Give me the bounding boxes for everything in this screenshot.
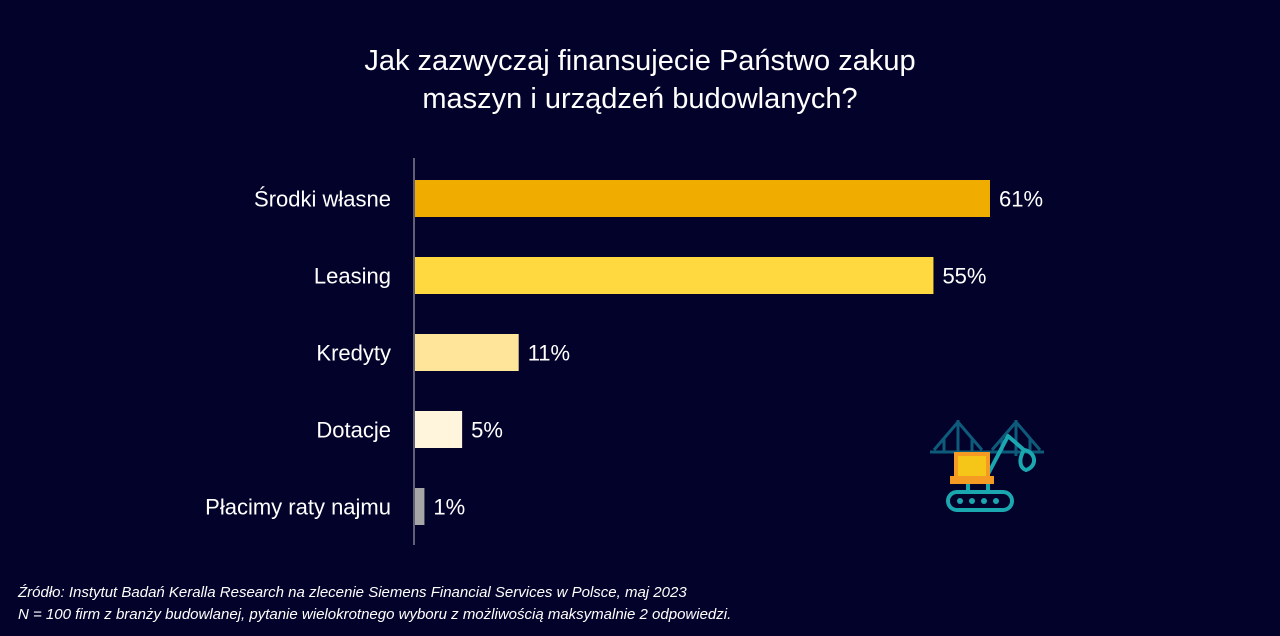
category-label-1: Leasing [314,264,391,289]
value-label-4: 1% [433,495,465,520]
value-label-0: 61% [999,187,1043,212]
bar-4 [415,488,425,525]
value-label-3: 5% [471,418,503,443]
bar-1 [415,257,934,294]
value-label-1: 55% [942,264,986,289]
category-label-0: Środki własne [254,187,391,212]
bar-2 [415,334,519,371]
value-label-2: 11% [528,341,570,366]
chart-footer: Źródło: Instytut Badań Keralla Research … [18,582,731,626]
bar-0 [415,180,990,217]
category-label-2: Kredyty [316,341,391,366]
category-label-4: Płacimy raty najmu [205,495,391,520]
source-note: Źródło: Instytut Badań Keralla Research … [18,584,687,601]
sample-note: N = 100 firm z branży budowlanej, pytani… [18,606,732,623]
bar-3 [415,411,463,448]
chart-title: Jak zazwyczaj finansujecie Państwo zakup… [0,42,1280,118]
chart-title-line-1: Jak zazwyczaj finansujecie Państwo zakup [364,45,916,77]
excavator-bridge-icon [930,420,1044,512]
chart-title-line-2: maszyn i urządzeń budowlanych? [422,83,858,115]
category-label-3: Dotacje [316,418,391,443]
